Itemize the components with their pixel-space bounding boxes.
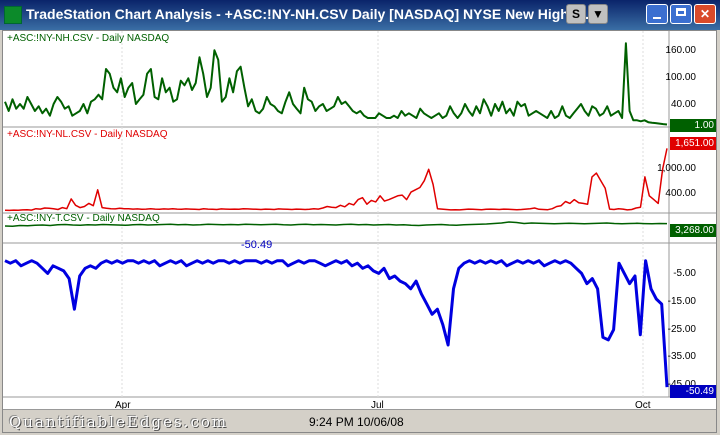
scale-label: -5.00	[673, 268, 696, 279]
close-icon: ✕	[699, 7, 711, 21]
last-value-badge: -50.49	[670, 385, 716, 398]
series-line[interactable]	[4, 259, 669, 388]
scale-label: -45.00	[668, 379, 696, 390]
dropdown-button[interactable]: ▼	[588, 4, 608, 24]
scale-label: 400.00	[665, 188, 696, 199]
x-axis-label: Apr	[115, 400, 131, 411]
minimize-button[interactable]	[646, 4, 668, 24]
panel-label-total: +ASC:!NY-T.CSV - Daily NASDAQ	[7, 213, 160, 224]
minimize-icon	[653, 17, 661, 19]
status-bar: QuantifiableEdges.com 9:24 PM 10/06/08	[3, 409, 716, 432]
symbol-link-icon: S	[571, 7, 580, 21]
panel-label-new-lows: +ASC:!NY-NL.CSV - Daily NASDAQ	[7, 129, 168, 140]
last-value-badge: 1,651.00	[670, 137, 716, 150]
chart-canvas[interactable]	[3, 31, 716, 410]
tradestation-app-icon	[4, 6, 22, 24]
scale-label: 100.00	[665, 72, 696, 83]
watermark-logo: QuantifiableEdges.com	[9, 413, 229, 431]
x-axis-label: Oct	[635, 400, 651, 411]
dropdown-icon: ▼	[592, 7, 604, 21]
x-axis-label: Jul	[371, 400, 384, 411]
title-bar: TradeStation Chart Analysis - +ASC:!NY-N…	[0, 0, 720, 30]
series-line[interactable]	[4, 148, 668, 212]
last-value-badge: 3,268.00	[670, 224, 716, 237]
scale-label: -15.00	[667, 296, 696, 307]
scale-label: 40.00	[670, 99, 696, 110]
close-button[interactable]: ✕	[694, 4, 716, 24]
series-line[interactable]	[4, 42, 668, 126]
low-annotation: -50.49	[241, 239, 273, 251]
timestamp: 9:24 PM 10/06/08	[309, 415, 404, 429]
window-title: TradeStation Chart Analysis - +ASC:!NY-N…	[26, 6, 597, 22]
scale-label: -35.00	[667, 351, 696, 362]
scale-label: 160.00	[665, 45, 696, 56]
last-value-badge: 1.00	[670, 119, 716, 132]
maximize-icon	[676, 8, 686, 16]
scale-label: -25.00	[667, 324, 696, 335]
series-line[interactable]	[4, 221, 668, 228]
maximize-button[interactable]	[670, 4, 692, 24]
panel-label-new-highs: +ASC:!NY-NH.CSV - Daily NASDAQ	[7, 33, 170, 44]
scale-label: 1,000.00	[657, 163, 696, 174]
chart-window[interactable]: +ASC:!NY-NH.CSV - Daily NASDAQ +ASC:!NY-…	[2, 30, 717, 433]
symbol-link-button[interactable]: S	[566, 4, 586, 24]
